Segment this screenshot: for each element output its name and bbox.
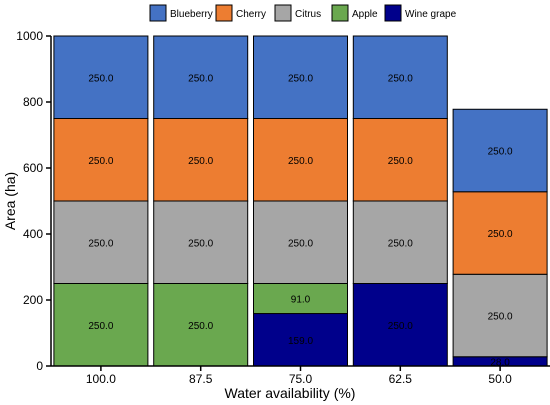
y-tick-label-0: 0 [36, 359, 43, 373]
bar-labels: 250.0 250.0 250.0 250.0 250.0 250.0 250.0 250.0… [88, 73, 513, 368]
legend-label-cherry: Cherry [236, 9, 266, 20]
bar-blueberry-100-0 [53, 35, 149, 119]
x-tick-label-75-0: 75.0 [289, 372, 313, 386]
bar-apple-75-0 [253, 283, 348, 315]
data-label-blueberry-62-5: 250.0 [388, 73, 413, 84]
data-label-cherry-62-5: 250.0 [388, 156, 413, 167]
legend-label-apple: Apple [352, 9, 378, 20]
bar-cherry-62-5 [352, 118, 448, 202]
data-label-apple-87-5: 250.0 [188, 321, 213, 332]
data-label-citrus-62-5: 250.0 [388, 238, 413, 249]
data-label-blueberry-100-0: 250.0 [88, 73, 113, 84]
bar-citrus-62-5 [352, 200, 448, 284]
data-label-cherry-87-5: 250.0 [188, 156, 213, 167]
y-tick-label-200: 200 [23, 293, 43, 307]
bar-blueberry-62-5 [352, 35, 448, 119]
bar-citrus-50-0 [452, 273, 548, 358]
data-label-blueberry-50-0: 250.0 [488, 147, 513, 158]
y-tick-label-600: 600 [23, 161, 43, 175]
data-label-cherry-100-0: 250.0 [88, 156, 113, 167]
y-axis-title: Area (ha) [2, 172, 18, 230]
legend-swatch-wine-grape [384, 4, 402, 22]
bar-apple-87-5 [153, 283, 249, 367]
y-tick-label-400: 400 [23, 227, 43, 241]
legend-swatch-cherry [215, 4, 233, 22]
bar-apple-100-0 [53, 283, 149, 367]
x-tick-label-62-5: 62.5 [389, 372, 413, 386]
x-tick-label-50-0: 50.0 [488, 372, 512, 386]
data-label-citrus-87-5: 250.0 [188, 238, 213, 249]
data-label-blueberry-75-0: 250.0 [288, 73, 313, 84]
legend: Blueberry Cherry Citrus Apple Wine grape [149, 4, 457, 22]
x-tick-label-87-5: 87.5 [189, 372, 213, 386]
data-label-citrus-100-0: 250.0 [88, 238, 113, 249]
bar-citrus-100-0 [53, 200, 149, 284]
data-label-wine-grape-62-5: 250.0 [388, 321, 413, 332]
legend-swatch-apple [331, 4, 349, 22]
bar-citrus-87-5 [153, 200, 249, 284]
x-tick-label-100-0: 100.0 [86, 372, 116, 386]
bar-blueberry-87-5 [153, 35, 249, 119]
data-label-cherry-50-0: 250.0 [488, 229, 513, 240]
data-label-blueberry-87-5: 250.0 [188, 73, 213, 84]
data-label-apple-100-0: 250.0 [88, 321, 113, 332]
y-tick-label-1000: 1000 [16, 29, 43, 43]
bar-citrus-75-0 [253, 200, 348, 284]
legend-swatch-blueberry [149, 4, 167, 22]
legend-label-blueberry: Blueberry [170, 9, 213, 20]
data-label-citrus-75-0: 250.0 [288, 238, 313, 249]
data-label-wine-grape-75-0: 159.0 [288, 336, 313, 347]
bar-blueberry-50-0 [452, 108, 548, 193]
bars [53, 35, 548, 367]
data-label-cherry-75-0: 250.0 [288, 156, 313, 167]
data-label-wine-grape-50-0: 28.0 [490, 357, 510, 368]
data-label-apple-75-0: 91.0 [291, 295, 311, 306]
x-axis: 100.0 87.5 75.0 62.5 50.0 [51, 365, 550, 386]
data-label-citrus-50-0: 250.0 [488, 312, 513, 323]
bar-cherry-87-5 [153, 118, 249, 202]
legend-label-wine-grape: Wine grape [405, 9, 457, 20]
bar-cherry-75-0 [253, 118, 348, 202]
legend-swatch-citrus [274, 4, 292, 22]
y-tick-label-800: 800 [23, 95, 43, 109]
y-axis: 0 200 400 600 800 1000 [16, 29, 52, 373]
legend-label-citrus: Citrus [295, 9, 321, 20]
bar-blueberry-75-0 [253, 35, 348, 119]
x-axis-title: Water availability (%) [225, 385, 356, 401]
